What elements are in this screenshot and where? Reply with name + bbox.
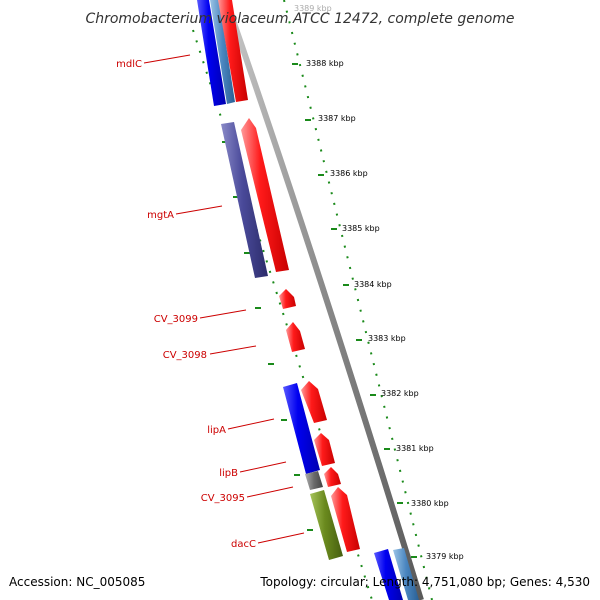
- scale-label: 3389 kbp: [294, 4, 332, 13]
- gene-forward-long[interactable]: [241, 118, 289, 272]
- gene-label-dacC[interactable]: dacC: [231, 539, 256, 550]
- gene-CV_3098[interactable]: [286, 322, 305, 352]
- gene-features: [197, 0, 419, 600]
- scale-label: 3386 kbp: [330, 169, 368, 178]
- leader-mgtA: [175, 205, 223, 215]
- gene-label-CV_3095[interactable]: CV_3095: [201, 493, 245, 504]
- scale-label: 3384 kbp: [354, 280, 392, 289]
- gene-label-mdlC[interactable]: mdlC: [116, 59, 142, 70]
- gene-reverse-blue-bottom[interactable]: [374, 549, 403, 600]
- gene-label-lipA[interactable]: lipA: [207, 425, 226, 436]
- gene-mdlC-forward[interactable]: [218, 0, 248, 102]
- scale-label: 3379 kbp: [426, 552, 464, 561]
- gene-CV_3095-gray[interactable]: [305, 471, 323, 490]
- scale-labels: 3389 kbp 3388 kbp 3387 kbp 3386 kbp 3385…: [294, 4, 464, 561]
- gene-label-CV_3099[interactable]: CV_3099: [154, 314, 198, 325]
- scale-label: 3385 kbp: [342, 224, 380, 233]
- genome-summary-text: Topology: circular; Length: 4,751,080 bp…: [259, 575, 590, 589]
- leader-CV_3099: [199, 309, 247, 319]
- gene-label-lipB[interactable]: lipB: [219, 468, 238, 479]
- leader-lipB: [239, 461, 287, 473]
- gene-lipB-forward[interactable]: [314, 433, 335, 466]
- genome-backbone-arc: [223, 0, 424, 600]
- leader-dacC: [257, 532, 305, 544]
- scale-label: 3382 kbp: [381, 389, 419, 398]
- leader-lipA: [227, 418, 275, 430]
- map-title: Chromobacterium violaceum ATCC 12472, co…: [85, 11, 514, 27]
- scale-label: 3383 kbp: [368, 334, 406, 343]
- gene-label-CV_3098[interactable]: CV_3098: [163, 350, 207, 361]
- leader-CV_3098: [209, 345, 257, 355]
- gene-dacC-forward[interactable]: [331, 487, 360, 552]
- gene-small-forward[interactable]: [324, 467, 341, 487]
- gene-steel-top[interactable]: [210, 0, 235, 104]
- scale-label: 3381 kbp: [396, 444, 434, 453]
- gene-lipA-forward[interactable]: [301, 381, 327, 423]
- gene-lipA-blue[interactable]: [283, 383, 320, 474]
- accession-text: Accession: NC_005085: [9, 575, 145, 589]
- scale-label: 3387 kbp: [318, 114, 356, 123]
- scale-label: 3380 kbp: [411, 499, 449, 508]
- outer-tick-ring: [283, 0, 433, 600]
- gene-mgtA[interactable]: [221, 122, 268, 278]
- leader-mdlC: [143, 54, 191, 64]
- gene-leader-lines: [143, 54, 305, 544]
- gene-reverse-blue-top[interactable]: [197, 0, 226, 106]
- leader-CV_3095: [246, 486, 294, 498]
- gene-CV_3099[interactable]: [279, 289, 296, 309]
- gene-dacC[interactable]: [310, 490, 343, 560]
- gene-steel-bottom[interactable]: [393, 548, 419, 600]
- gene-label-mgtA[interactable]: mgtA: [147, 210, 174, 221]
- scale-label: 3388 kbp: [306, 59, 344, 68]
- gene-labels: mdlC mgtA CV_3099 CV_3098 lipA lipB CV_3…: [116, 59, 256, 550]
